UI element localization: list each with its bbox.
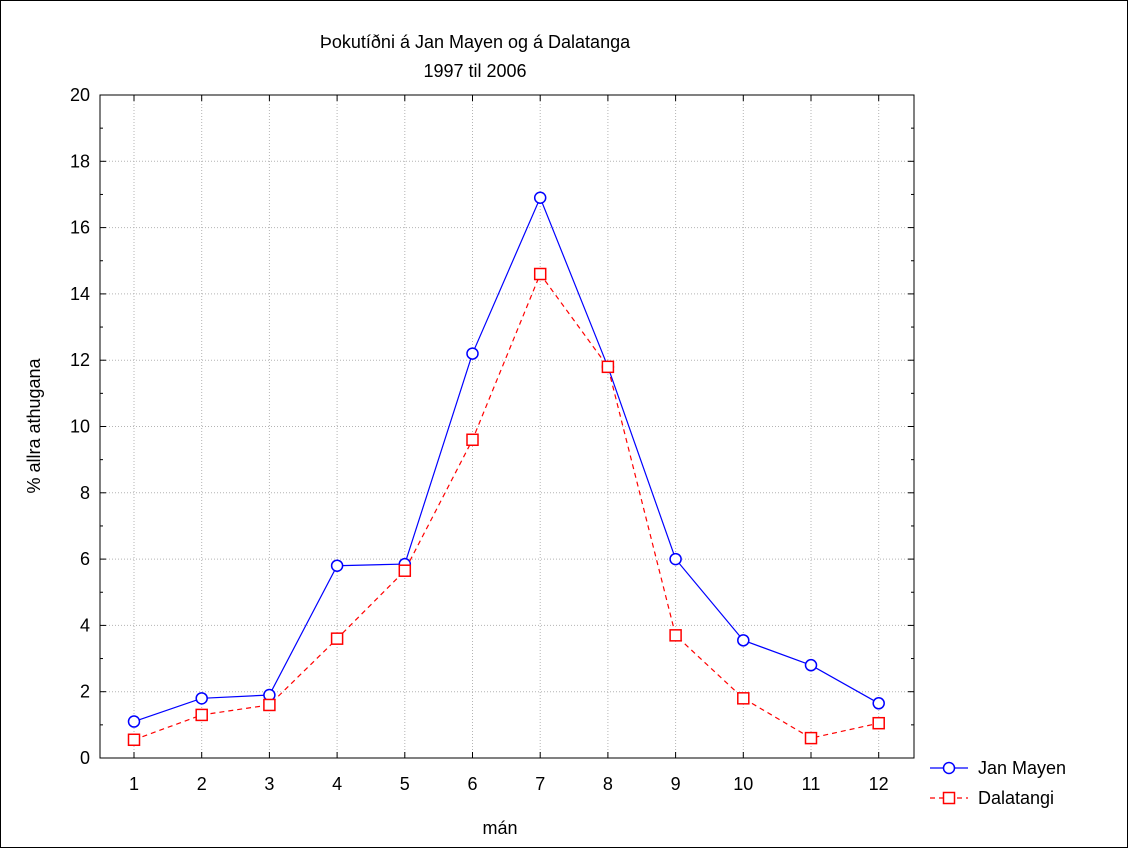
data-point-square xyxy=(330,632,344,645)
legend-marker-square xyxy=(942,791,956,805)
data-point-square xyxy=(872,716,885,730)
x-tick-label: 2 xyxy=(197,774,207,794)
data-point-square xyxy=(398,564,412,577)
y-tick-label: 8 xyxy=(80,483,90,503)
data-point-circle xyxy=(872,697,885,710)
x-tick-label: 3 xyxy=(264,774,274,794)
x-tick-label: 1 xyxy=(129,774,139,794)
data-point-square xyxy=(263,698,276,712)
data-point-circle xyxy=(804,658,818,672)
data-point-square xyxy=(533,267,547,281)
series-line-1 xyxy=(133,272,879,741)
y-tick-label: 6 xyxy=(80,549,90,569)
data-point-circle xyxy=(669,552,682,566)
x-tick-label: 10 xyxy=(733,774,753,794)
legend-label: Jan Mayen xyxy=(978,758,1066,778)
chart-title: Þokutíðni á Jan Mayen og á Dalatanga xyxy=(320,32,631,52)
x-tick-label: 8 xyxy=(603,774,613,794)
x-tick-label: 12 xyxy=(869,774,889,794)
data-point-square xyxy=(601,360,615,374)
x-tick-label: 11 xyxy=(802,774,821,794)
data-point-square xyxy=(466,433,479,447)
data-point-square xyxy=(127,733,141,747)
y-tick-label: 10 xyxy=(70,417,90,437)
y-tick-label: 20 xyxy=(70,85,90,105)
legend-marker-circle xyxy=(942,761,956,775)
data-point-square xyxy=(195,708,208,722)
x-tick-label: 4 xyxy=(332,774,342,794)
data-point-square xyxy=(669,629,682,642)
data-point-circle xyxy=(466,347,479,360)
data-point-circle xyxy=(330,559,344,572)
data-point-square xyxy=(737,692,750,705)
y-tick-label: 12 xyxy=(70,350,90,370)
series-layer xyxy=(127,191,885,747)
y-tick-label: 0 xyxy=(80,748,90,768)
data-point-circle xyxy=(127,715,141,728)
x-tick-label: 7 xyxy=(535,774,545,794)
y-axis-label: % allra athugana xyxy=(24,357,44,493)
chart-subtitle: 1997 til 2006 xyxy=(423,61,526,81)
x-tick-label: 9 xyxy=(671,774,681,794)
y-tick-label: 14 xyxy=(70,284,90,304)
grid-lines xyxy=(100,95,914,758)
legend-label: Dalatangi xyxy=(978,788,1054,808)
data-point-circle xyxy=(737,634,750,647)
y-tick-label: 16 xyxy=(70,218,90,238)
data-point-square xyxy=(804,731,818,745)
x-axis-label: mán xyxy=(482,818,517,838)
series-line-0 xyxy=(133,196,879,723)
data-point-circle xyxy=(195,692,208,705)
x-tick-label: 5 xyxy=(400,774,410,794)
y-tick-label: 4 xyxy=(80,615,90,635)
legend: Jan Mayen Dalatangi xyxy=(930,758,1066,808)
data-point-circle xyxy=(533,191,547,205)
x-tick-label: 6 xyxy=(467,774,477,794)
y-tick-label: 18 xyxy=(70,151,90,171)
y-tick-label: 2 xyxy=(80,682,90,702)
